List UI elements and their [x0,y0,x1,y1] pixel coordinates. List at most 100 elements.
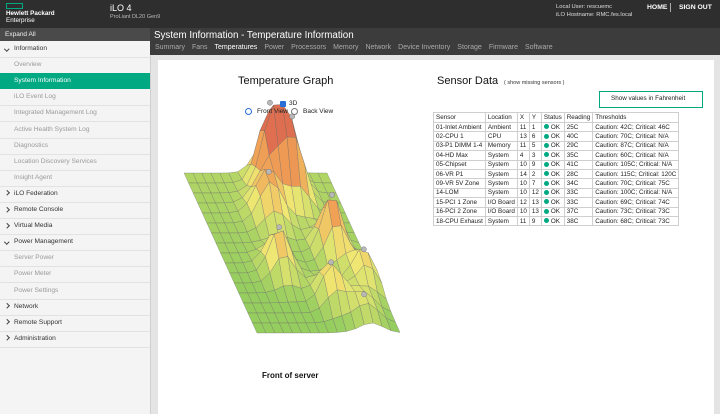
server-model: ProLiant DL20 Gen9 [110,14,161,20]
tab[interactable]: Memory [333,44,359,51]
cell-text: 34C [566,180,579,188]
cell: 02-CPU 1 [433,131,486,142]
graph-title: Temperature Graph [238,75,334,87]
tab[interactable]: Storage [457,44,482,51]
tab[interactable]: Software [524,44,553,51]
cell-text: 11 [519,142,527,150]
sensor-row: 05-Chipset System 10 9 OK 41C Caution: 105C; C… [433,159,680,170]
column-header: Status [540,112,565,123]
cell-text: 09-VR 5V Zone [436,180,480,188]
column-header: Thresholds [592,112,680,123]
cell-text: 13 [531,198,539,206]
nav-item[interactable]: Insight Agent [14,173,53,181]
cell: OK [540,187,565,199]
checkbox-3d[interactable] [280,101,286,107]
link-separator [670,3,671,12]
cell: CPU [484,131,518,142]
column-header: Sensor [433,112,486,123]
cell-text: 9 [531,217,536,225]
nav-item[interactable]: Server Power [14,254,54,262]
cell-text: Caution: 70C; Critical: 75C [595,180,670,188]
cell: 3 [528,150,542,161]
nav-item[interactable]: Location Discovery Services [14,157,97,165]
cell: 28C [563,168,594,180]
tab[interactable]: Network [365,44,392,51]
nav-section[interactable]: Administration [14,334,56,342]
sign-out-link[interactable]: SIGN OUT [679,4,712,11]
nav-item[interactable]: Diagnostics [14,141,49,149]
nav-item[interactable]: Power Settings [14,286,59,294]
cell-text: 9 [531,161,536,169]
sensor-table: Sensor Location X Y Status Reading Thresholds 0… [433,112,680,227]
cell-text: 33C [566,198,579,206]
sensor-row: 03-P1 DIMM 1-4 Memory 11 5 OK 29C Caution: 87C… [433,140,680,152]
expand-all[interactable]: Expand All [5,31,36,38]
cell-text: 13 [531,208,539,216]
tab[interactable]: Fans [191,44,208,51]
row-divider [0,153,150,155]
nav-section[interactable]: Power Management [14,238,74,246]
cell: 9 [528,215,542,227]
cell-text: 05-Chipset [436,161,467,169]
row-divider [0,330,150,332]
tab[interactable]: Device Inventory [398,44,451,51]
cell-text: 14 [519,170,527,178]
nav-section[interactable]: Virtual Media [14,222,53,230]
nav-item[interactable]: Integrated Management Log [14,109,97,117]
cell: Caution: 68C; Critical: 73C [592,215,680,227]
row-divider [0,298,150,300]
cell: I/O Board [484,206,518,217]
cell: 05-Chipset [433,159,486,170]
cell: 14-LOM [433,187,486,199]
sensor-row: 02-CPU 1 CPU 13 6 OK 40C Caution: 70C; Critica… [433,131,680,142]
header-row: Sensor Location X Y Status Reading Thresholds [433,112,680,123]
cell-text: 13 [519,133,527,141]
cell: 04-HD Max [433,150,486,161]
row-divider [0,137,150,139]
cell: 11 [516,215,530,227]
cell: 7 [528,178,542,189]
graph-caption: Front of server [262,371,319,380]
nav-item[interactable]: System Information [14,77,71,85]
home-link[interactable]: HOME [647,4,668,11]
tab[interactable]: Processors [291,44,327,51]
column-header: Y [528,112,542,123]
nav-item[interactable]: Overview [14,61,42,69]
cell: 25C [563,121,594,133]
nav-section[interactable]: Network [14,302,39,310]
sensor-marker [360,246,367,253]
cell: 2 [528,168,542,180]
cell-text: Caution: 60C; Critical: N/A [595,151,669,159]
view-radio[interactable] [291,108,298,115]
nav-section[interactable]: Remote Console [14,206,64,213]
cell-text: Caution: 68C; Critical: 73C [595,217,670,225]
cell-text: Ambient [487,123,512,131]
nav-item[interactable]: iLO Event Log [14,93,56,101]
tab[interactable]: Power [264,44,285,51]
cell-text: 35C [566,151,579,159]
cell-text: 18-CPU Exhaust [436,217,483,225]
cell-text: 6 [531,133,536,141]
button-label[interactable]: Show values in Fahrenheit [611,95,686,102]
sensor-row: 14-LOM System 10 12 OK 33C Caution: 100C; Crit… [433,187,680,199]
nav-section[interactable]: Information [14,45,47,52]
nav-section[interactable]: iLO Federation [14,189,58,197]
cell: 18-CPU Exhaust [433,215,486,227]
sensor-title: Sensor Data [437,75,499,87]
nav-item[interactable]: Power Meter [14,270,52,278]
tab[interactable]: Temperatures [214,44,258,51]
top-bar [0,0,720,28]
nav-item[interactable]: Active Health System Log [14,125,90,133]
cell-text: OK [550,161,560,169]
checkbox-label: 3D [289,100,298,107]
nav-section[interactable]: Remote Support [14,318,63,326]
row-divider [0,169,150,171]
cell-text: 10 [519,180,527,188]
tab[interactable]: Summary [155,44,185,51]
view-radio[interactable] [245,108,252,115]
cell-text: Caution: 87C; Critical: N/A [595,142,669,150]
fahrenheit-button[interactable] [599,91,703,108]
missing-sensors-link[interactable]: ( show missing sensors ) [504,80,565,86]
tab[interactable]: Firmware [488,44,518,51]
cell-text: 03-P1 DIMM 1-4 [436,142,483,150]
